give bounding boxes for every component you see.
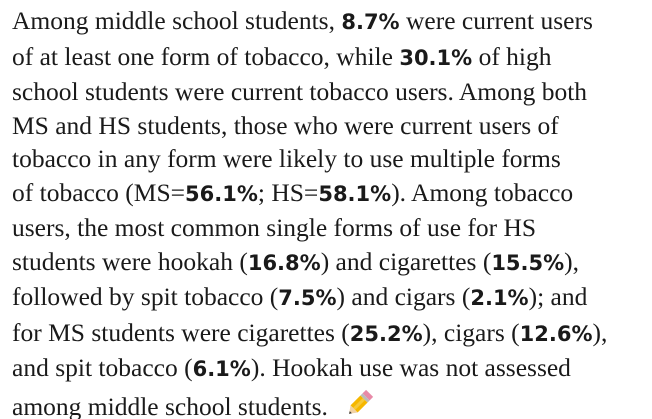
bold-stat: 16.8%	[247, 250, 321, 275]
text-run: of tobacco (MS=	[12, 177, 186, 207]
bold-stat: 25.2%	[349, 321, 423, 346]
text-line: students were hookah (16.8%) and cigaret…	[12, 245, 652, 281]
text-run: Among middle school students,	[12, 6, 342, 35]
text-run: ). Among tobacco	[391, 177, 574, 207]
text-run: ; HS=	[257, 177, 319, 207]
bold-stat: 7.5%	[278, 286, 337, 310]
text-line: Among middle school students, 8.7% were …	[12, 4, 652, 40]
bold-stat: 30.1%	[399, 45, 473, 70]
bold-stat: 6.1%	[192, 357, 251, 381]
text-run: and spit tobacco (	[12, 353, 193, 382]
text-run: among middle school students.	[12, 391, 328, 419]
text-run: for MS students were cigarettes (	[12, 317, 350, 347]
text-line: of at least one form of tobacco, while 3…	[12, 40, 652, 76]
bold-stat: 56.1%	[185, 181, 258, 206]
text-run: ),	[592, 317, 608, 347]
text-line: followed by spit tobacco (7.5%) and ciga…	[12, 280, 652, 316]
bold-stat: 58.1%	[318, 181, 392, 206]
text-run: school students were current tobacco use…	[12, 77, 588, 106]
text-run: tobacco in any form were likely to use m…	[12, 144, 561, 173]
text-run: were current users	[399, 6, 593, 35]
text-run: of high	[472, 41, 552, 71]
text-line: users, the most common single forms of u…	[12, 211, 652, 245]
bold-stat: 15.5%	[491, 250, 565, 275]
text-line: of tobacco (MS=56.1%; HS=58.1%). Among t…	[12, 176, 652, 212]
text-line: MS and HS students, those who were curre…	[12, 109, 652, 143]
text-run: ). Hookah use was not assessed	[250, 353, 571, 382]
text-run: ),	[564, 246, 580, 276]
text-line: school students were current tobacco use…	[12, 75, 652, 109]
bold-stat: 2.1%	[470, 286, 529, 310]
text-run: students were hookah (	[12, 246, 248, 276]
text-line: and spit tobacco (6.1%). Hookah use was …	[12, 351, 652, 387]
text-run: followed by spit tobacco (	[12, 282, 279, 311]
text-run: users, the most common single forms of u…	[12, 213, 537, 242]
text-run: MS and HS students, those who were curre…	[12, 110, 559, 140]
text-line: for MS students were cigarettes (25.2%),…	[12, 316, 652, 352]
text-run: of at least one form of tobacco, while	[12, 41, 400, 71]
text-run: ), cigars (	[422, 317, 520, 347]
text-run: ) and cigarettes (	[320, 246, 492, 276]
pencil-icon	[348, 389, 374, 414]
text-line: tobacco in any form were likely to use m…	[12, 142, 652, 176]
text-run: ) and cigars (	[336, 282, 471, 311]
bold-stat: 12.6%	[519, 321, 593, 346]
text-run: ); and	[528, 282, 588, 311]
text-line: among middle school students.	[12, 387, 652, 419]
bold-stat: 8.7%	[341, 10, 400, 34]
